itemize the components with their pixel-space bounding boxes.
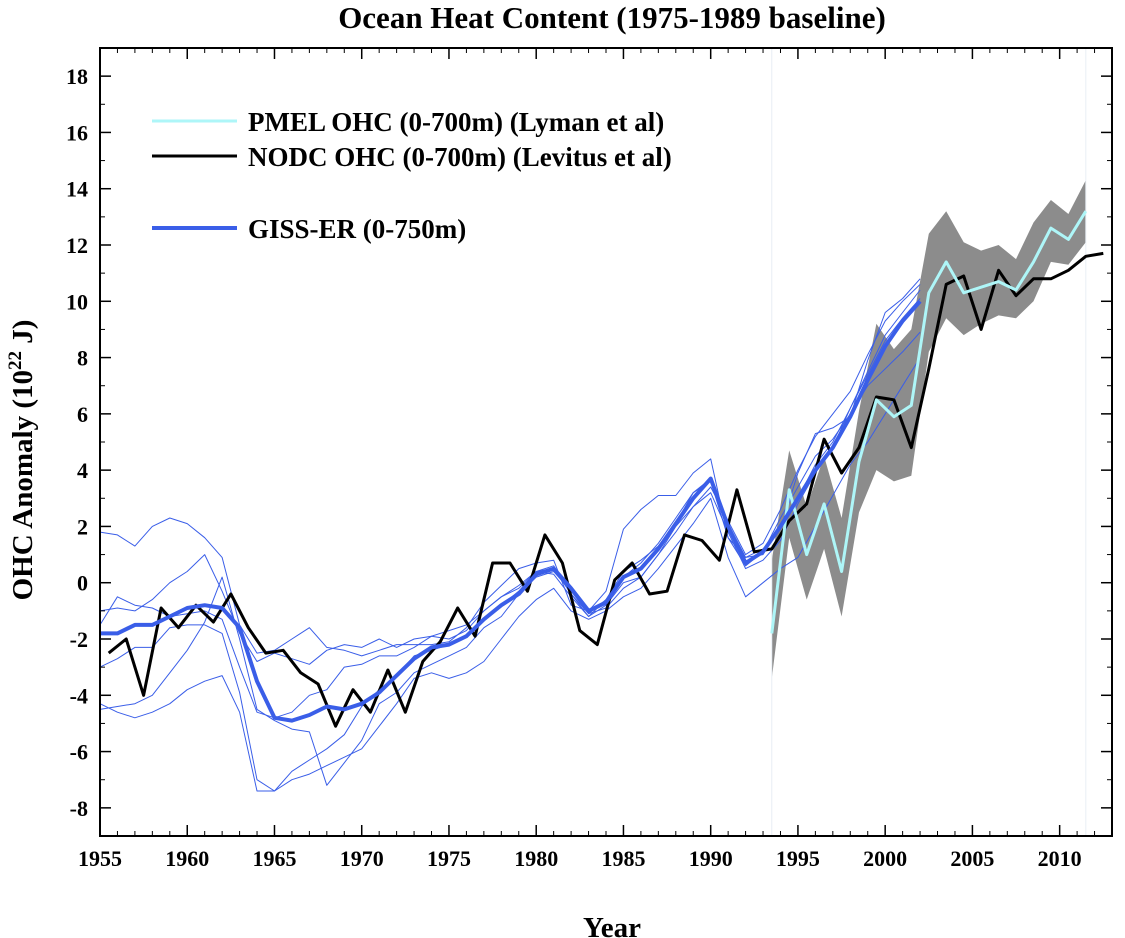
x-tick-label: 2010 <box>1038 846 1082 871</box>
legend-label-nodc: NODC OHC (0-700m) (Levitus et al) <box>248 142 672 172</box>
y-tick-label: 8 <box>77 346 88 371</box>
giss-mean-series-line <box>100 299 922 723</box>
y-axis-label-main: OHC Anomaly (10 <box>7 370 39 600</box>
x-tick-label: 2005 <box>950 846 994 871</box>
x-tick-label: 1955 <box>78 846 122 871</box>
y-tick-label: 14 <box>66 177 88 202</box>
chart-title: Ocean Heat Content (1975-1989 baseline) <box>338 0 886 35</box>
y-tick-label: 2 <box>77 514 88 539</box>
y-tick-label: 6 <box>77 402 88 427</box>
x-axis-label: Year <box>583 912 641 938</box>
pmel-uncertainty-band <box>771 180 1086 679</box>
legend-label-pmel: PMEL OHC (0-700m) (Lyman et al) <box>248 107 664 137</box>
y-tick-label: -6 <box>70 740 88 765</box>
y-tick-label: 16 <box>66 120 88 145</box>
x-tick-label: 1970 <box>340 846 384 871</box>
legend-label-giss: GISS-ER (0-750m) <box>248 214 466 244</box>
series-layer <box>100 210 1104 728</box>
axis-ticks: 1955 1960 1965 1970 1975 1980 1985 1990 1995 2000… <box>66 47 1113 871</box>
giss-ensemble-line-5 <box>99 357 921 792</box>
x-tick-label: 1995 <box>776 846 820 871</box>
x-tick-label: 2000 <box>863 846 907 871</box>
x-tick-label: 1975 <box>427 846 471 871</box>
nodc-series-line <box>107 251 1104 728</box>
y-axis-label-unit: J) <box>7 320 39 351</box>
y-tick-label: 18 <box>66 64 88 89</box>
y-tick-label: 12 <box>66 233 88 258</box>
x-tick-label: 1985 <box>601 846 645 871</box>
x-tick-label: 1990 <box>689 846 733 871</box>
x-tick-label: 1980 <box>514 846 558 871</box>
uncertainty-band-layer <box>771 48 1087 836</box>
y-tick-label: 0 <box>77 571 88 596</box>
y-tick-label: 10 <box>66 289 88 314</box>
y-tick-label: -2 <box>70 627 88 652</box>
y-tick-label: -4 <box>70 683 88 708</box>
y-tick-label: -8 <box>70 796 88 821</box>
legend: PMEL OHC (0-700m) (Lyman et al) NODC OHC… <box>152 107 672 244</box>
x-tick-label: 1960 <box>165 846 209 871</box>
pmel-series-line <box>770 210 1088 634</box>
y-axis-label-exponent: 22 <box>5 351 26 370</box>
y-axis-label: OHC Anomaly (1022 J) <box>5 320 39 601</box>
x-tick-label: 1965 <box>252 846 296 871</box>
y-tick-label: 4 <box>77 458 88 483</box>
